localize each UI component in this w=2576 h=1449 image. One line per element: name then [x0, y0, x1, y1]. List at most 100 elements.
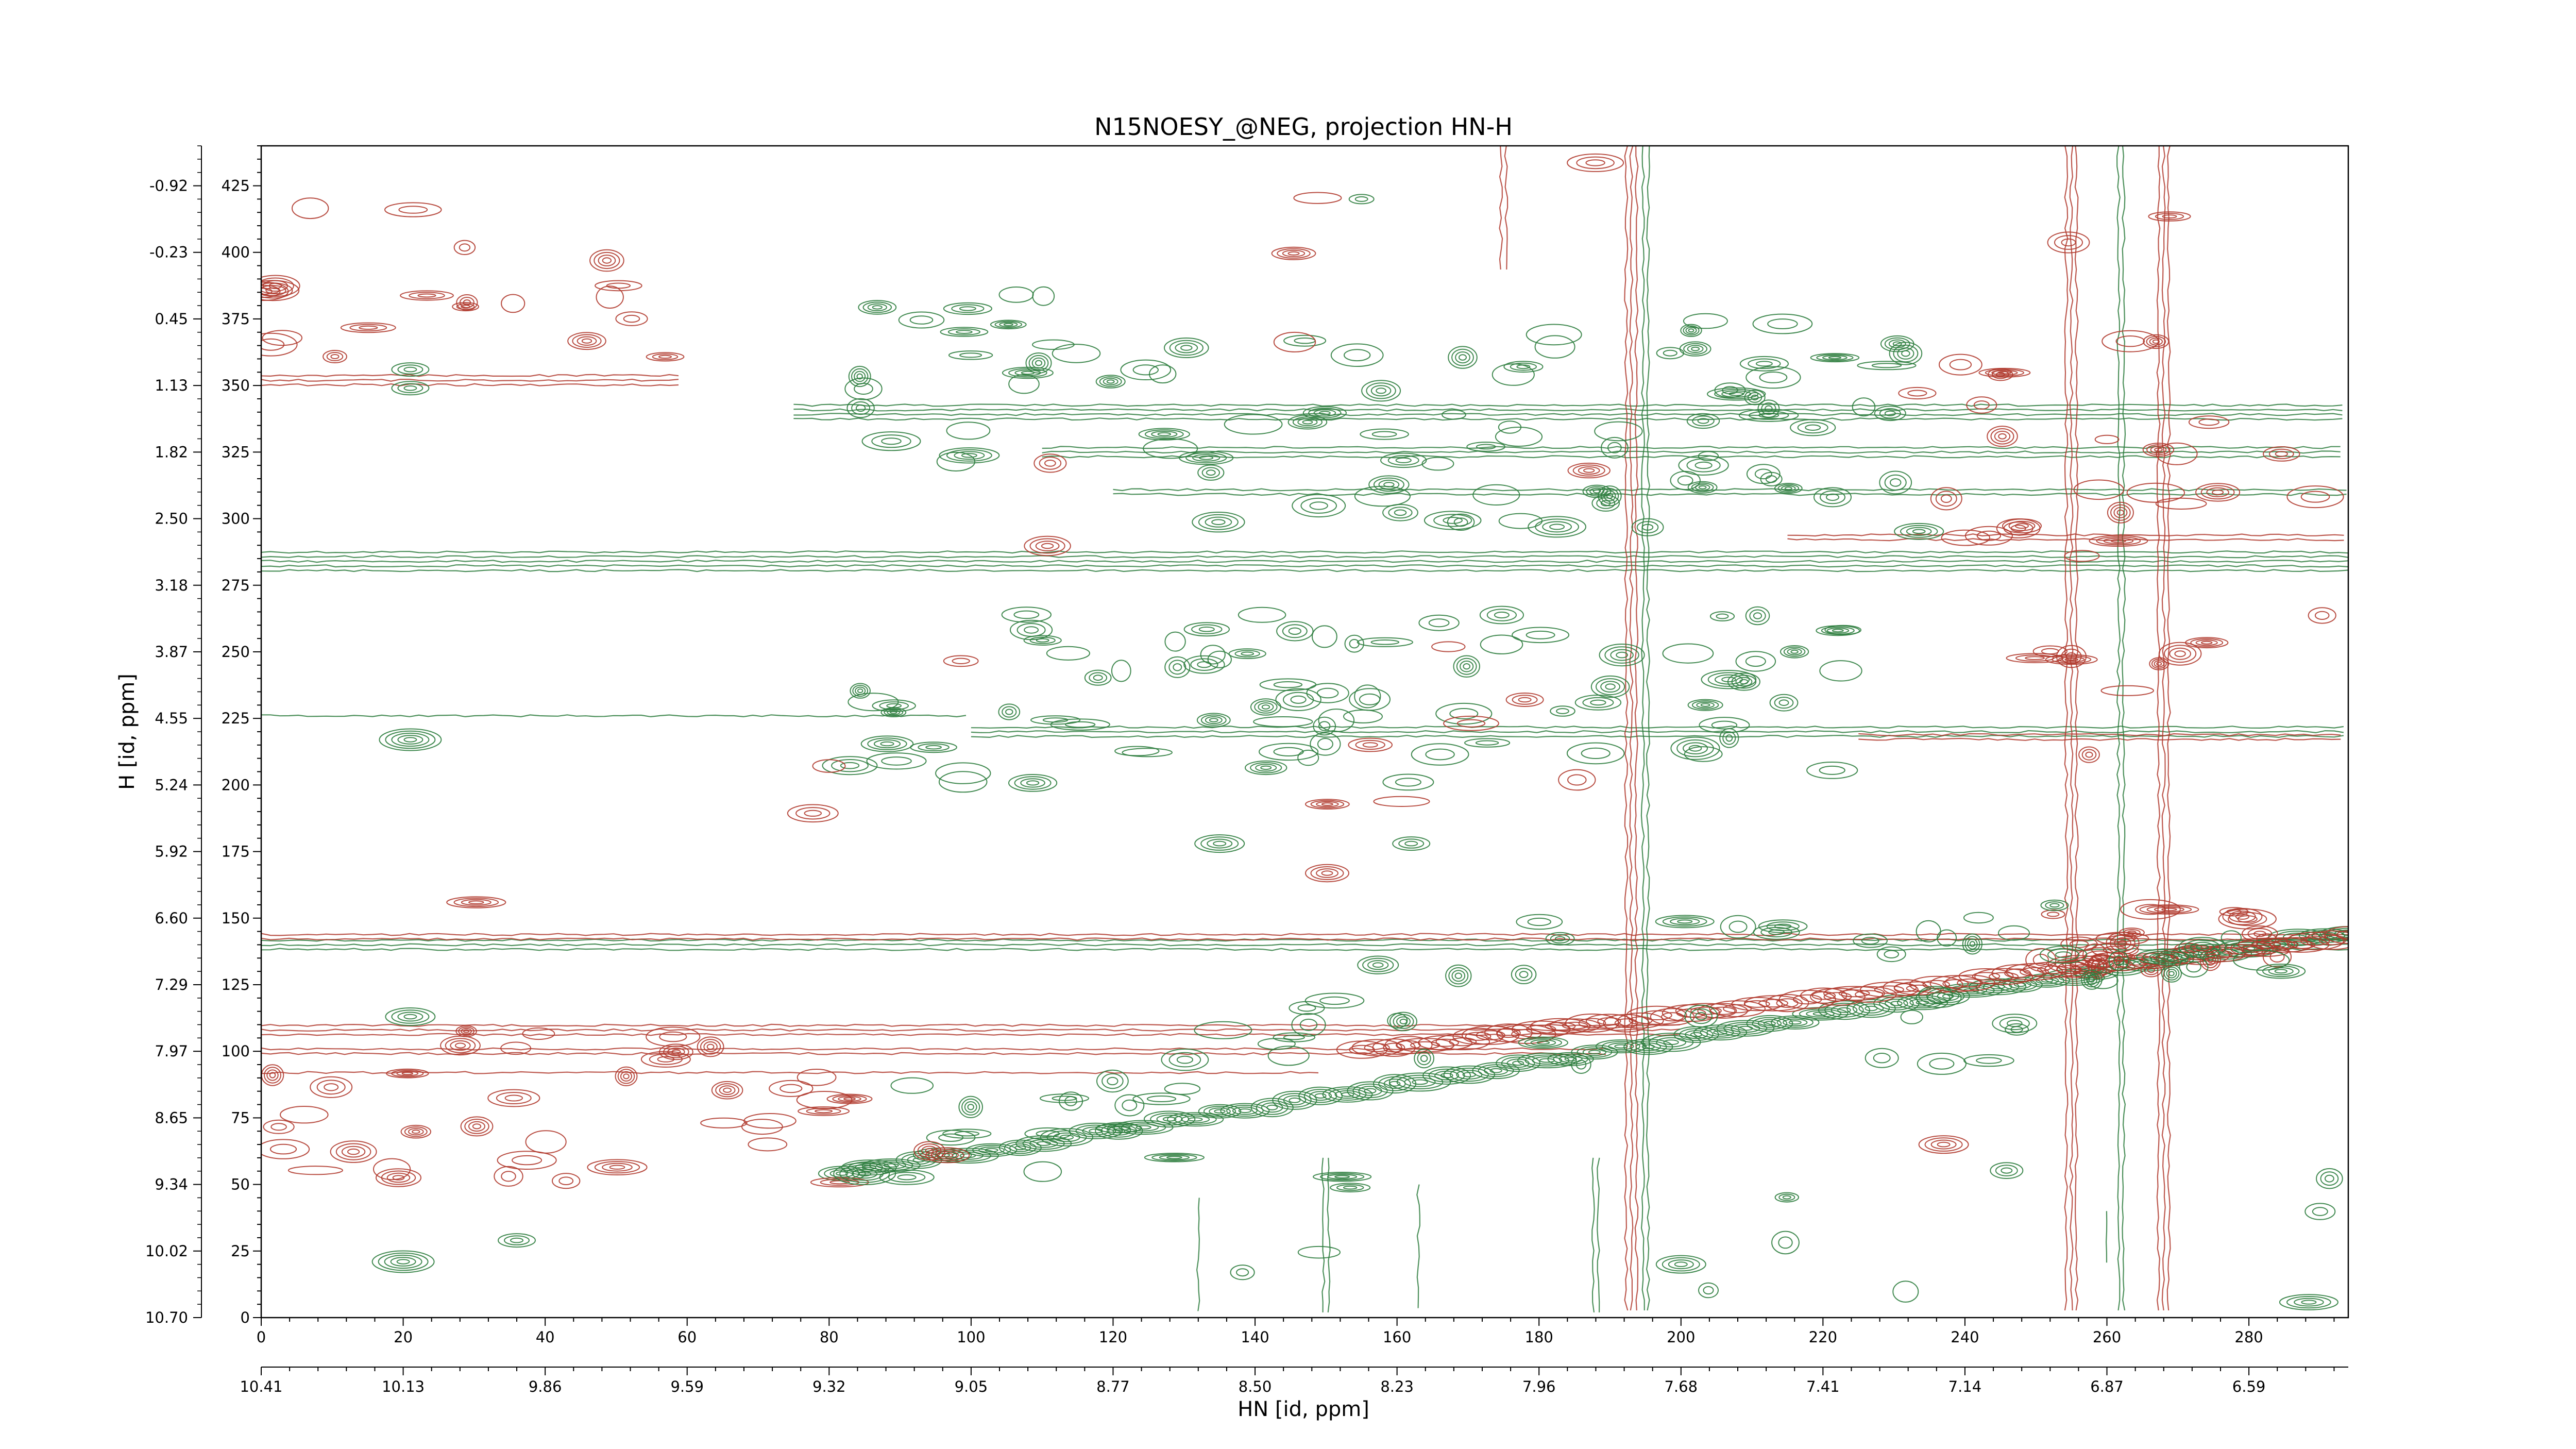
cross-peak — [2069, 940, 2089, 948]
cross-peak — [861, 431, 921, 451]
x-tick-label-ppm: 6.59 — [2232, 1378, 2266, 1395]
cross-peak — [711, 1081, 743, 1100]
cross-peak — [888, 1172, 926, 1183]
isolated-peak — [833, 1162, 896, 1185]
contour-band-v — [2166, 146, 2171, 1311]
cross-peak — [2178, 937, 2227, 958]
diagonal-peak-negative — [1697, 1003, 1748, 1019]
cross-peak — [1166, 1156, 1182, 1159]
cross-peak — [1209, 718, 1218, 722]
diagonal-peak-negative — [2336, 930, 2348, 940]
cross-peak — [2218, 908, 2277, 930]
cross-peak — [287, 1166, 344, 1175]
cross-peak — [658, 355, 672, 359]
cross-peak — [1230, 1265, 1255, 1280]
cross-peak — [504, 1094, 523, 1102]
cross-peak — [943, 655, 979, 667]
cross-peak — [1433, 514, 1472, 527]
cross-peak — [1769, 694, 1799, 712]
cross-peak — [1297, 1004, 1316, 1012]
cross-peak — [787, 804, 839, 823]
cross-peak — [1892, 1280, 1919, 1303]
cross-peak — [1378, 479, 1400, 490]
cross-peak — [1601, 436, 1629, 459]
diagonal-peak — [1226, 1105, 1264, 1117]
cross-peak — [589, 249, 624, 272]
cross-peak — [796, 1069, 837, 1086]
cross-peak — [2200, 641, 2213, 645]
cross-peak — [617, 1069, 635, 1084]
diagonal-peak — [1156, 1115, 1183, 1124]
x-tick-label-ppm: 10.41 — [240, 1378, 282, 1395]
cross-peak — [316, 1080, 346, 1095]
contour-band-h — [261, 1052, 1606, 1055]
cross-peak — [1884, 410, 1896, 416]
cross-peak — [2190, 638, 2224, 647]
cross-peak — [1519, 971, 1529, 979]
cross-peak — [1694, 484, 1710, 491]
cross-peak — [264, 1067, 281, 1084]
isolated-peak — [378, 1252, 429, 1271]
cross-peak — [1995, 1165, 2018, 1176]
cross-peak — [1414, 1049, 1435, 1069]
diagonal-peak — [2239, 946, 2256, 951]
cross-peak — [1748, 358, 1781, 369]
cross-peak — [1780, 645, 1809, 659]
diagonal-peak — [1289, 1097, 1301, 1103]
cross-peak — [1757, 399, 1780, 418]
isolated-peak — [391, 362, 430, 377]
contour-band-h — [1113, 493, 2347, 496]
cross-peak — [1778, 1193, 1795, 1201]
isolated-peak — [1674, 1261, 1688, 1267]
cross-peak — [1250, 698, 1281, 716]
x-tick-label-ppm: 9.32 — [812, 1378, 846, 1395]
cross-peak — [458, 1026, 474, 1036]
cross-peak — [1603, 490, 1616, 501]
contour-band-h — [971, 734, 2344, 738]
isolated-peak — [403, 737, 417, 743]
contour-layer — [261, 146, 2348, 1313]
contour-band-h — [261, 383, 679, 386]
cross-peak — [1687, 699, 1723, 711]
x-axis-title: HN [id, ppm] — [1238, 1397, 1369, 1421]
cross-peak — [1969, 941, 1976, 947]
cross-peak — [1606, 493, 1614, 499]
y-tick-label-index: 25 — [231, 1242, 250, 1260]
y-tick-label-index: 275 — [222, 577, 250, 594]
diagonal-peak — [1412, 1079, 1428, 1085]
cross-peak — [1826, 628, 1850, 634]
x-tick-label-index: 200 — [1667, 1328, 1695, 1346]
cross-peak — [946, 422, 991, 440]
cross-peak — [262, 280, 288, 292]
cross-peak — [440, 1035, 481, 1056]
cross-peak — [1026, 780, 1040, 786]
cross-peak — [2096, 536, 2141, 546]
cross-peak — [1194, 1021, 1252, 1039]
cross-peak — [1739, 679, 1749, 685]
cross-peak — [1582, 697, 1614, 709]
cross-peak — [2073, 479, 2125, 500]
cross-peak — [723, 1087, 732, 1093]
cross-peak — [2091, 953, 2108, 962]
diagonal-peak — [1595, 1039, 1647, 1054]
cross-peak — [812, 759, 846, 773]
cross-peak — [2202, 951, 2219, 969]
contour-band-v — [1504, 146, 1509, 270]
cross-peak — [587, 1159, 648, 1175]
diagonal-peak — [985, 1148, 998, 1153]
cross-peak — [2174, 650, 2186, 658]
x-tick-label-ppm: 6.87 — [2090, 1378, 2124, 1395]
cross-peak — [468, 1121, 485, 1132]
cross-peak — [1164, 631, 1186, 652]
cross-peak — [890, 1077, 934, 1094]
cross-peak — [1889, 478, 1902, 487]
cross-peak — [646, 1026, 701, 1047]
cross-peak — [1530, 1039, 1556, 1046]
cross-peak — [925, 745, 942, 750]
x-tick-label-index: 60 — [677, 1328, 697, 1346]
cross-peak — [615, 311, 648, 326]
cross-peak — [1754, 468, 1772, 480]
cross-peak — [1678, 455, 1729, 476]
cross-peak — [1512, 627, 1570, 644]
cross-peak — [1149, 364, 1177, 384]
